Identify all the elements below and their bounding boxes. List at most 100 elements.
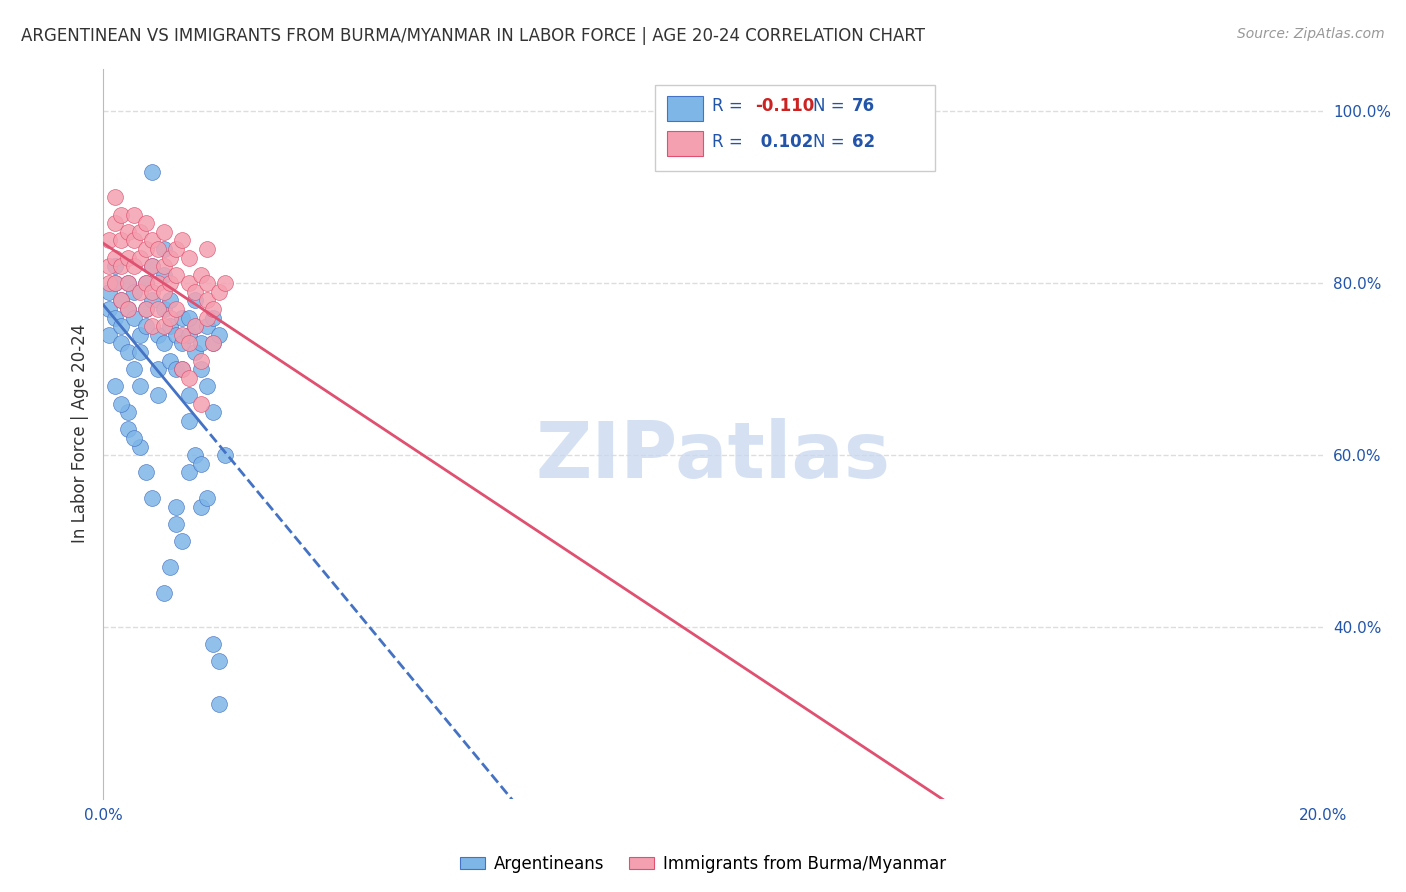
Point [104, 251, 127, 265]
Point [98, 285, 121, 299]
Point [172, 362, 194, 376]
Point [208, 327, 231, 342]
Point [141, 319, 163, 334]
Point [117, 345, 139, 359]
Point [146, 362, 169, 376]
Point [159, 310, 181, 325]
Point [195, 242, 218, 256]
Point [172, 327, 194, 342]
Point [153, 319, 176, 334]
Point [104, 277, 127, 291]
Point [201, 310, 224, 325]
Point [122, 285, 145, 299]
Point [159, 353, 181, 368]
Point [177, 277, 200, 291]
Point [146, 301, 169, 316]
Point [128, 251, 150, 265]
Point [190, 396, 212, 410]
Point [141, 164, 163, 178]
Point [208, 654, 231, 668]
Point [172, 310, 194, 325]
Text: R =: R = [711, 133, 748, 151]
Point [201, 301, 224, 316]
Point [165, 301, 187, 316]
Point [135, 277, 157, 291]
Point [146, 242, 169, 256]
Point [165, 500, 187, 514]
Point [201, 637, 224, 651]
Point [110, 208, 132, 222]
Point [98, 277, 121, 291]
Point [135, 301, 157, 316]
Point [122, 208, 145, 222]
Point [165, 327, 187, 342]
Point [159, 277, 181, 291]
FancyBboxPatch shape [666, 131, 703, 156]
Point [153, 242, 176, 256]
Point [208, 698, 231, 712]
Text: Source: ZipAtlas.com: Source: ZipAtlas.com [1237, 27, 1385, 41]
Point [122, 431, 145, 445]
Point [146, 277, 169, 291]
Point [128, 440, 150, 454]
Point [110, 293, 132, 308]
Point [190, 457, 212, 471]
Point [195, 319, 218, 334]
Point [201, 405, 224, 419]
Point [190, 362, 212, 376]
Point [98, 327, 121, 342]
Point [153, 585, 176, 599]
Point [117, 277, 139, 291]
Point [141, 259, 163, 273]
Point [128, 345, 150, 359]
Point [141, 259, 163, 273]
Point [214, 448, 236, 462]
Point [153, 225, 176, 239]
Point [172, 233, 194, 247]
Point [122, 259, 145, 273]
Point [135, 277, 157, 291]
Point [104, 379, 127, 393]
Point [110, 259, 132, 273]
Text: 76: 76 [852, 97, 876, 115]
Point [117, 301, 139, 316]
Point [110, 233, 132, 247]
Text: 62: 62 [852, 133, 876, 151]
Point [122, 233, 145, 247]
Point [117, 405, 139, 419]
Point [117, 301, 139, 316]
Point [190, 500, 212, 514]
Point [98, 233, 121, 247]
Point [117, 225, 139, 239]
Point [110, 336, 132, 351]
Point [141, 491, 163, 505]
Point [141, 293, 163, 308]
Point [172, 336, 194, 351]
Point [195, 310, 218, 325]
Point [141, 285, 163, 299]
Point [177, 388, 200, 402]
Point [190, 336, 212, 351]
Point [104, 259, 127, 273]
Point [122, 362, 145, 376]
Point [172, 534, 194, 549]
Point [165, 362, 187, 376]
Point [183, 285, 205, 299]
Text: ZIPatlas: ZIPatlas [536, 417, 891, 493]
Point [177, 371, 200, 385]
Point [195, 491, 218, 505]
Point [201, 336, 224, 351]
Point [201, 336, 224, 351]
Point [195, 277, 218, 291]
Point [117, 277, 139, 291]
Point [128, 285, 150, 299]
Point [135, 216, 157, 230]
Legend: Argentineans, Immigrants from Burma/Myanmar: Argentineans, Immigrants from Burma/Myan… [454, 848, 952, 880]
Point [110, 396, 132, 410]
Y-axis label: In Labor Force | Age 20-24: In Labor Force | Age 20-24 [72, 324, 89, 543]
Point [135, 319, 157, 334]
Point [135, 465, 157, 479]
Point [183, 345, 205, 359]
Point [159, 251, 181, 265]
Text: R =: R = [711, 97, 748, 115]
